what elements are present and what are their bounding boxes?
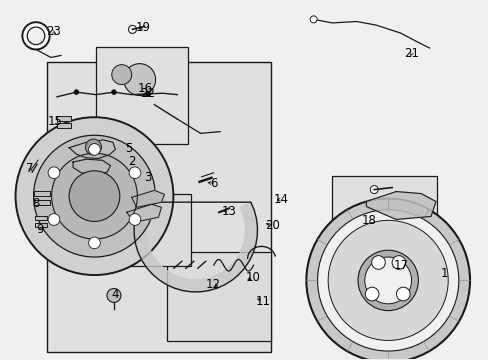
Text: 15: 15	[47, 115, 62, 128]
Bar	[47, 62, 271, 352]
Circle shape	[309, 16, 317, 23]
Bar	[57, 123, 71, 128]
Circle shape	[365, 287, 378, 301]
Polygon shape	[131, 190, 164, 207]
Text: 1: 1	[440, 267, 447, 280]
Text: 6: 6	[210, 177, 217, 190]
Polygon shape	[73, 159, 110, 175]
Circle shape	[129, 167, 141, 179]
Circle shape	[69, 171, 120, 221]
Bar	[34, 191, 50, 196]
Circle shape	[88, 144, 100, 155]
Text: 14: 14	[273, 193, 288, 206]
Circle shape	[369, 185, 377, 194]
Bar	[35, 222, 47, 226]
Circle shape	[145, 91, 150, 96]
Polygon shape	[126, 204, 161, 222]
Circle shape	[22, 22, 50, 49]
Circle shape	[396, 287, 409, 301]
Text: 4: 4	[111, 288, 119, 301]
Circle shape	[306, 199, 469, 360]
Circle shape	[357, 250, 418, 311]
Text: 22: 22	[140, 87, 155, 100]
Circle shape	[364, 257, 411, 304]
Text: 8: 8	[32, 197, 40, 210]
Circle shape	[112, 65, 131, 85]
Text: 9: 9	[36, 223, 43, 236]
Text: 7: 7	[26, 162, 34, 175]
Circle shape	[391, 256, 405, 269]
Circle shape	[327, 220, 447, 341]
Text: 3: 3	[144, 171, 151, 184]
Bar	[34, 200, 50, 205]
Text: 13: 13	[221, 205, 236, 218]
Bar	[35, 216, 47, 220]
Text: 10: 10	[245, 271, 260, 284]
Circle shape	[48, 167, 60, 179]
Bar	[96, 47, 188, 144]
Bar	[57, 116, 71, 121]
Text: 11: 11	[255, 295, 270, 308]
Circle shape	[74, 90, 79, 95]
Text: 18: 18	[361, 214, 376, 227]
Text: 21: 21	[403, 47, 418, 60]
Circle shape	[34, 135, 155, 257]
Bar	[331, 176, 436, 288]
Text: 16: 16	[137, 82, 152, 95]
Text: 20: 20	[264, 219, 279, 233]
Bar	[121, 194, 191, 266]
Circle shape	[107, 288, 121, 302]
Polygon shape	[69, 140, 115, 158]
Circle shape	[371, 256, 385, 269]
Circle shape	[111, 90, 116, 95]
Circle shape	[129, 214, 141, 225]
Text: 5: 5	[124, 142, 132, 155]
Text: 19: 19	[136, 21, 151, 34]
Text: 2: 2	[127, 155, 135, 168]
Circle shape	[52, 153, 137, 239]
Circle shape	[85, 139, 101, 155]
Circle shape	[123, 64, 155, 95]
Circle shape	[16, 117, 173, 275]
Circle shape	[48, 214, 60, 225]
Polygon shape	[366, 192, 435, 220]
Circle shape	[27, 27, 45, 45]
Bar	[166, 252, 271, 341]
Text: 23: 23	[45, 26, 61, 39]
Circle shape	[128, 26, 136, 33]
Text: 17: 17	[393, 259, 408, 272]
Circle shape	[317, 210, 458, 351]
Polygon shape	[134, 202, 257, 292]
Text: 12: 12	[205, 278, 221, 291]
Circle shape	[88, 237, 100, 249]
